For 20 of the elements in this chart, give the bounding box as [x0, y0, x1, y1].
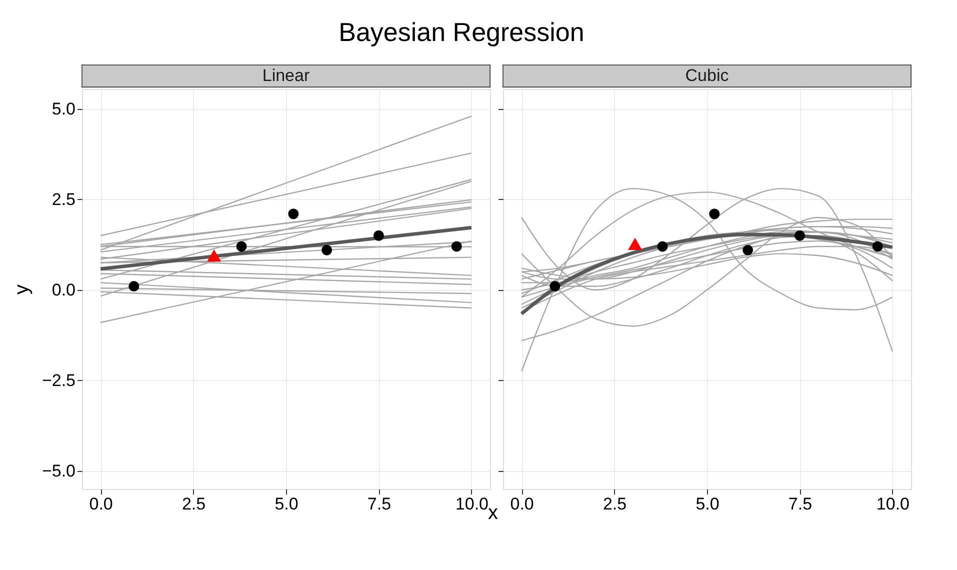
y-tick-label: 0.0 — [52, 280, 76, 300]
y-tick-label: −2.5 — [42, 370, 76, 390]
y-tick-label: 5.0 — [52, 99, 76, 118]
chart-title: Linear — [262, 66, 310, 85]
x-tick-label: 2.5 — [602, 494, 627, 514]
chart-title: Cubic — [685, 66, 730, 85]
x-tick-label: 10.0 — [455, 494, 488, 514]
y-axis-title: y — [10, 284, 33, 294]
x-tick-label: 5.0 — [696, 494, 720, 514]
x-tick-label: 5.0 — [274, 494, 298, 514]
y-tick-label: −5.0 — [42, 461, 76, 480]
x-tick-label: 0.0 — [510, 494, 534, 514]
x-tick-label: 2.5 — [182, 494, 206, 514]
text: Bayesian Regression — [338, 17, 584, 47]
x-axis-title: x — [488, 502, 498, 524]
x-tick-label: 7.5 — [367, 494, 392, 514]
x-tick-label: 7.5 — [788, 494, 812, 514]
x-tick-label: 0.0 — [89, 494, 113, 514]
y-tick-label: 2.5 — [52, 190, 76, 209]
x-tick-label: 10.0 — [876, 494, 910, 514]
